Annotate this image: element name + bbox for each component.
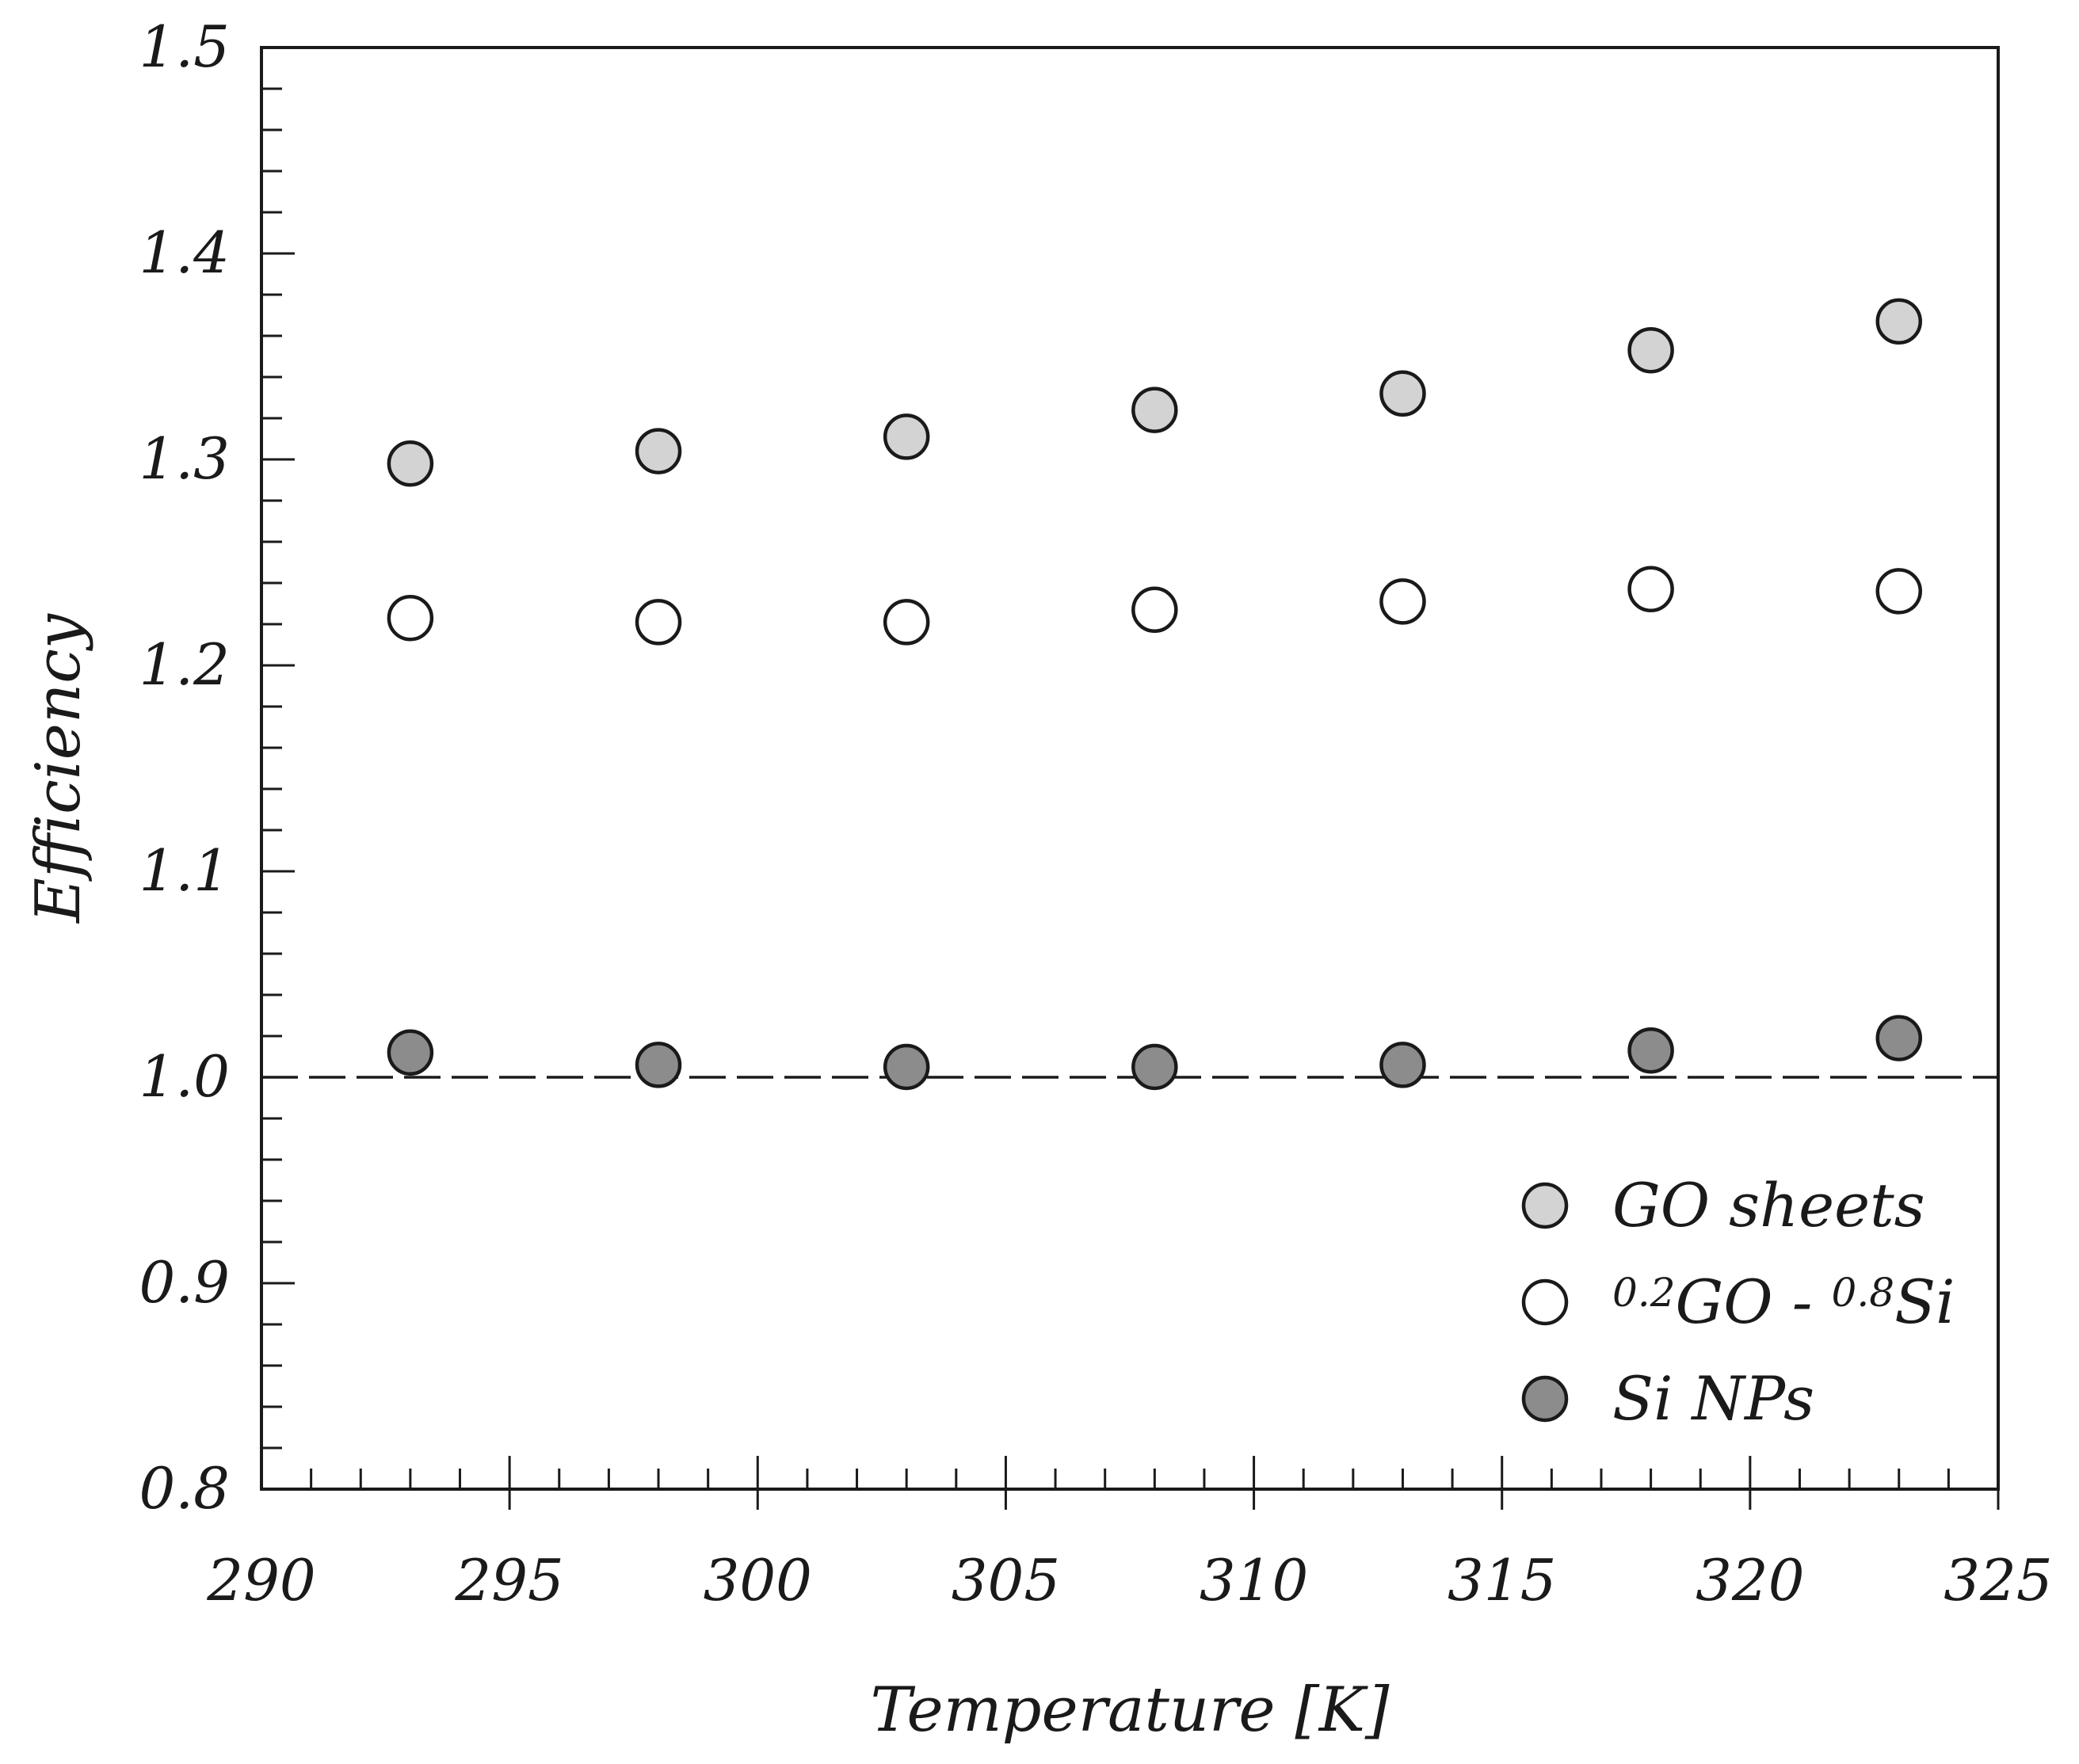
plot-frame (260, 46, 2000, 1491)
x-axis-title: Temperature [K] (871, 1674, 1390, 1746)
y-tick-label: 1.2 (139, 631, 230, 698)
data-point-series-1 (1379, 370, 1426, 417)
data-point-series-1 (635, 428, 682, 474)
legend-label-series-2: 0.2GO - 0.8Si (1612, 1267, 1955, 1337)
data-point-series-2 (1875, 568, 1922, 615)
data-point-series-3 (883, 1043, 930, 1091)
legend-label-series-3: Si NPs (1612, 1363, 1814, 1434)
data-point-series-1 (883, 413, 930, 460)
x-tick-label: 305 (952, 1547, 1060, 1614)
legend-label-series-1: GO sheets (1612, 1170, 1925, 1240)
data-point-series-2 (387, 594, 434, 642)
legend-marker-series-3 (1521, 1375, 1569, 1423)
x-tick-label: 290 (206, 1547, 315, 1614)
y-tick-label: 1.0 (139, 1043, 230, 1110)
data-point-series-3 (1875, 1015, 1922, 1061)
data-point-series-2 (1627, 566, 1674, 613)
data-point-series-2 (1131, 586, 1178, 634)
y-tick-label: 0.9 (139, 1249, 230, 1316)
legend-marker-series-1 (1521, 1182, 1569, 1229)
y-tick-label: 1.5 (139, 13, 230, 80)
data-point-series-3 (1131, 1043, 1178, 1091)
legend-marker-series-2 (1521, 1278, 1569, 1326)
data-point-series-3 (635, 1042, 682, 1088)
y-tick-label: 1.3 (139, 425, 230, 492)
x-tick-label: 310 (1200, 1547, 1308, 1614)
y-tick-label: 1.1 (139, 837, 230, 904)
data-point-series-3 (1627, 1027, 1674, 1074)
x-tick-label: 300 (704, 1547, 812, 1614)
data-point-series-3 (387, 1029, 434, 1076)
x-tick-label: 325 (1944, 1547, 2052, 1614)
data-point-series-2 (635, 599, 682, 646)
x-tick-label: 315 (1448, 1547, 1556, 1614)
y-axis-title: Efficiency (23, 613, 94, 924)
y-tick-label: 0.8 (139, 1455, 230, 1522)
x-tick-label: 320 (1696, 1547, 1804, 1614)
data-point-series-3 (1379, 1042, 1426, 1088)
x-tick-label: 295 (454, 1547, 563, 1614)
y-tick-label: 1.4 (139, 219, 230, 286)
data-point-series-2 (883, 599, 930, 646)
data-point-series-1 (1875, 298, 1922, 345)
data-point-series-1 (387, 440, 434, 487)
data-point-series-1 (1627, 326, 1674, 374)
data-point-series-2 (1379, 578, 1426, 625)
data-point-series-1 (1131, 387, 1178, 433)
